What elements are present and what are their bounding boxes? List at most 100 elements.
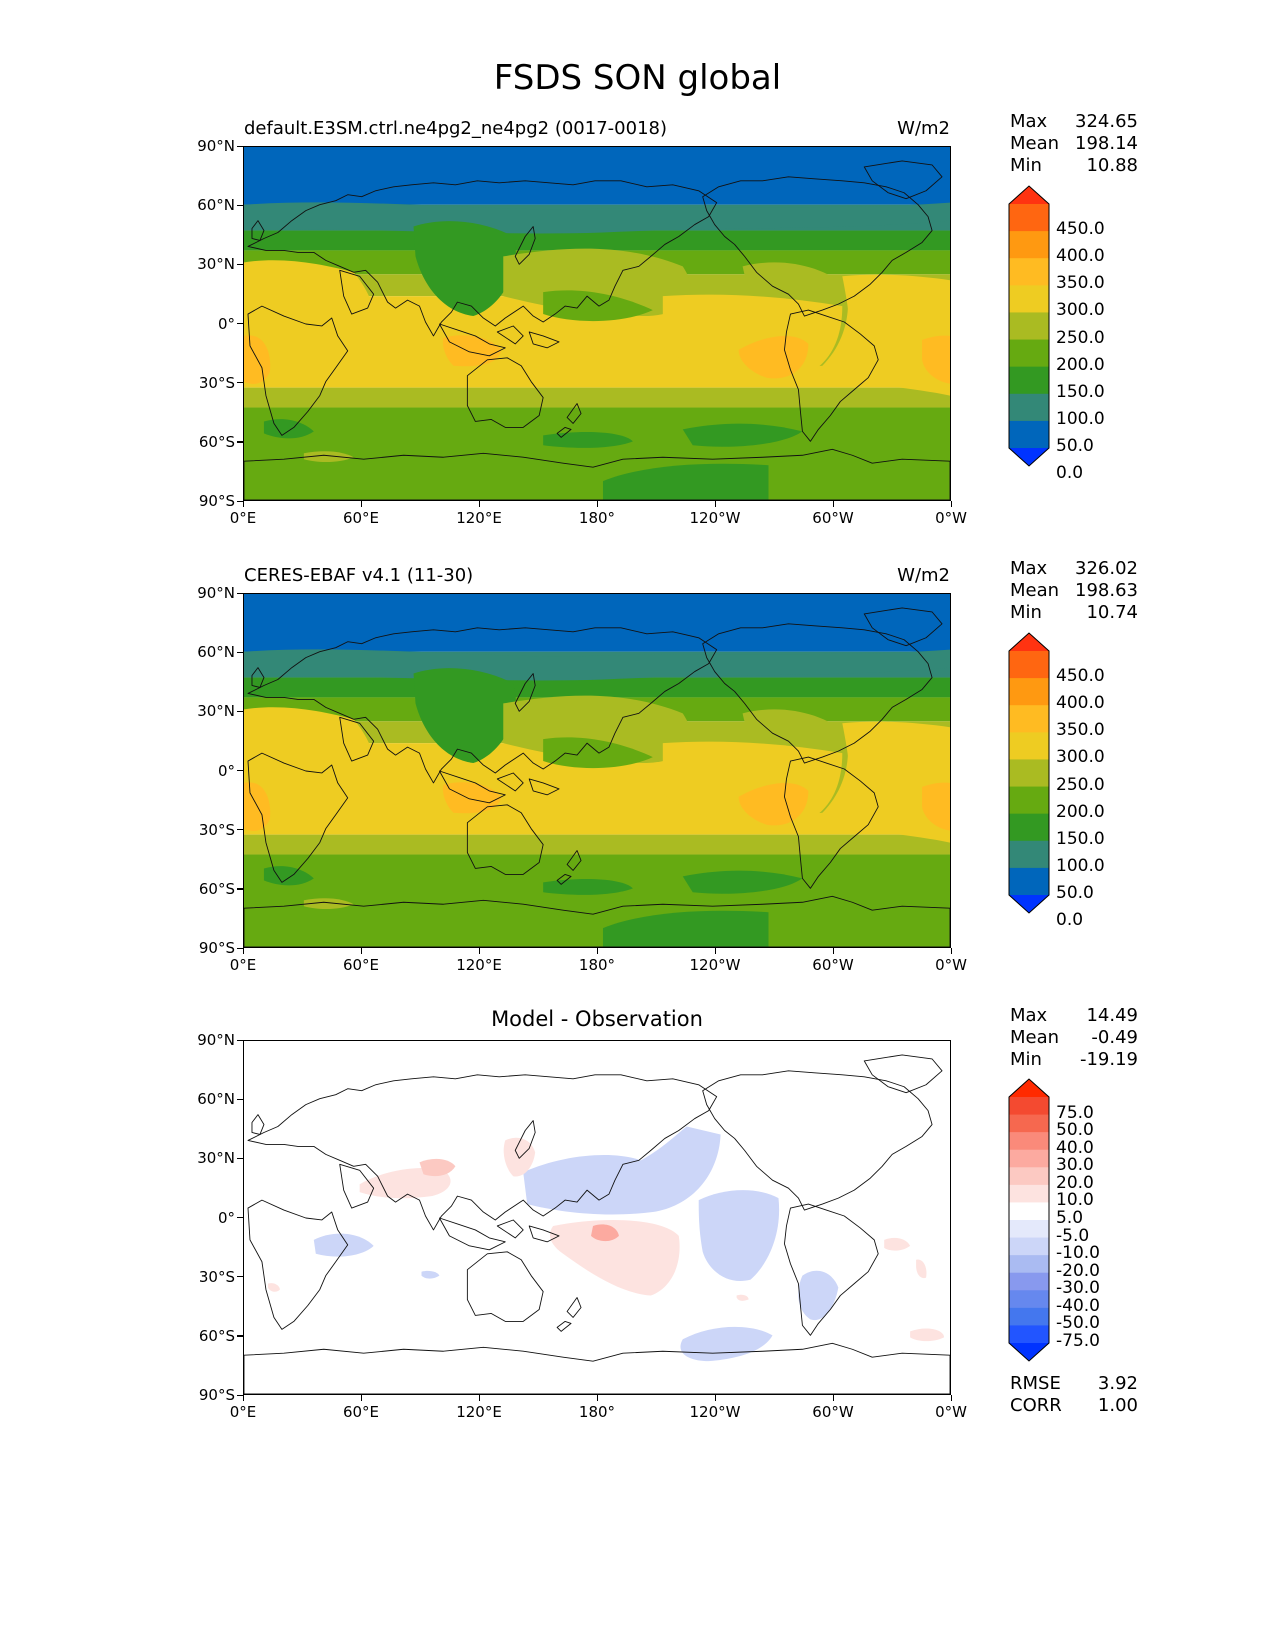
lat-tick-mark [237, 592, 243, 594]
contour-fill [549, 1219, 680, 1296]
lon-tick-label: 60°W [812, 956, 854, 974]
field-contours [244, 594, 950, 947]
contour-fill [421, 1270, 440, 1279]
colorbar-bin [1009, 1114, 1049, 1133]
coastline-segment [496, 772, 524, 792]
coastline-segment [339, 269, 375, 315]
lon-tick-label: 60°W [812, 1403, 854, 1421]
contour-fill [244, 230, 950, 251]
coastline-segment [784, 309, 879, 442]
contour-fill [244, 407, 950, 500]
stat-mean: Mean -0.49 [1010, 1027, 1138, 1048]
lat-tick-label: 90°S [198, 492, 235, 510]
contour-fill [543, 879, 633, 895]
coastline-segment [528, 331, 560, 349]
colorbar-bin [1009, 867, 1049, 896]
contour-fill [842, 274, 950, 396]
lon-tick-mark [242, 501, 244, 507]
colorbar-tick-label: 0.0 [1056, 910, 1084, 931]
lon-tick-label: 180° [578, 1403, 616, 1421]
lon-tick-mark [478, 948, 480, 954]
coastline-segment [702, 176, 933, 317]
colorbar-tick-label: 400.0 [1056, 246, 1105, 267]
contour-fill [682, 870, 803, 894]
panel-1-colorbar: 450.0 400.0 350.0 300.0 250.0 200.0 150.0 100.0… [1008, 185, 1105, 482]
contour-fill [682, 423, 803, 447]
lon-tick-label: 60°E [342, 956, 380, 974]
colorbar-bin [1009, 1184, 1049, 1203]
coastline-segment [528, 1225, 560, 1243]
colorbar-tick-label: 250.0 [1056, 327, 1105, 348]
stat-max: Max 14.49 [1010, 1005, 1138, 1026]
lon-tick-mark [242, 1395, 244, 1401]
stat-corr: CORR 1.00 [1010, 1395, 1138, 1416]
lon-tick-label: 60°E [342, 509, 380, 527]
colorbar-tick-label: 40.0 [1056, 1137, 1094, 1158]
contour-fill [738, 335, 809, 379]
coastline-segment [247, 1074, 718, 1231]
lat-tick-label: 0° [217, 761, 235, 780]
coastline-segment [339, 1163, 375, 1209]
lat-tick-label: 30°S [198, 1267, 235, 1286]
colorbar-extend-min [1009, 448, 1049, 466]
lat-tick-label: 60°N [197, 643, 235, 662]
coastline-segment [438, 1217, 506, 1251]
lon-tick-label: 0°W [935, 956, 967, 974]
lon-tick-label: 180° [578, 956, 616, 974]
colorbar-bin [1009, 813, 1049, 842]
coastline-segment [566, 850, 582, 871]
contour-fill [244, 594, 950, 652]
coastline-segment [251, 220, 265, 241]
coastlines [244, 1054, 950, 1394]
lon-tick-mark [714, 501, 716, 507]
colorbar-bin [1009, 786, 1049, 815]
contour-fill [523, 1126, 721, 1215]
colorbar-tick-label: 450.0 [1056, 666, 1105, 687]
lat-tick-mark [237, 1098, 243, 1100]
lon-tick-mark [714, 948, 716, 954]
colorbar-tick-label: 400.0 [1056, 693, 1105, 714]
colorbar-bin [1009, 285, 1049, 313]
coastline-segment [244, 895, 950, 947]
lon-tick-mark [950, 948, 952, 954]
lat-tick-mark [237, 710, 243, 713]
colorbar-tick-label: 100.0 [1056, 855, 1105, 876]
colorbar-tick-label: -20.0 [1056, 1260, 1100, 1281]
colorbar-bin [1009, 1290, 1049, 1309]
colorbar-tick-label: 200.0 [1056, 801, 1105, 822]
colorbar-tick-label: 450.0 [1056, 219, 1105, 240]
colorbar-bin [1009, 339, 1049, 368]
lat-tick-mark [237, 323, 243, 325]
coastline-segment [247, 1199, 349, 1330]
colorbar-tick-label: 50.0 [1056, 883, 1094, 903]
contour-fill [736, 1294, 749, 1301]
lon-tick-mark [832, 501, 834, 507]
lat-tick-mark [237, 770, 243, 772]
panel-1-title: default.E3SM.ctrl.ne4pg2_ne4pg2 (0017-00… [244, 118, 667, 139]
colorbar-tick-label: -30.0 [1056, 1278, 1100, 1299]
coastlines [244, 160, 950, 500]
contour-fill [543, 432, 633, 448]
colorbar-bin [1009, 258, 1049, 286]
lon-tick-mark [242, 948, 244, 954]
lon-tick-label: 0°W [935, 509, 967, 527]
coastline-segment [466, 1251, 544, 1322]
lon-tick-mark [478, 501, 480, 507]
colorbar-tick-label: -50.0 [1056, 1313, 1100, 1334]
contour-fill [503, 1137, 536, 1177]
coastline-segment [702, 623, 933, 764]
panel-1-map [243, 146, 951, 501]
lat-tick-label: 60°S [198, 879, 235, 898]
contour-fill [922, 782, 950, 831]
coastline-segment [438, 770, 506, 804]
panel-2-units: W/m2 [897, 565, 950, 586]
colorbar-extend-max [1009, 1079, 1049, 1097]
coastline-segment [466, 804, 544, 875]
lon-tick-label: 60°E [342, 1403, 380, 1421]
lon-tick-label: 60°W [812, 509, 854, 527]
coastline-segment [556, 1320, 572, 1332]
colorbar-tick-label: 0.0 [1056, 463, 1084, 484]
colorbar-tick-label: 200.0 [1056, 354, 1105, 375]
colorbar-tick-label: -75.0 [1056, 1331, 1100, 1351]
colorbar-bin [1009, 420, 1049, 449]
